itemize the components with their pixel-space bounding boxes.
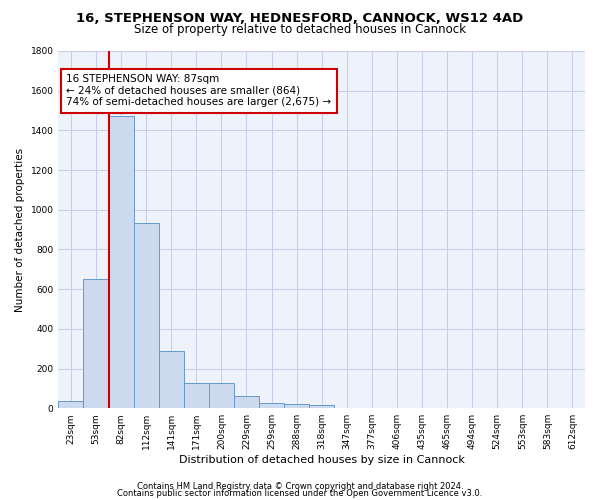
- Bar: [209, 384, 234, 408]
- Bar: [83, 279, 109, 408]
- X-axis label: Distribution of detached houses by size in Cannock: Distribution of detached houses by size …: [179, 455, 464, 465]
- Bar: [109, 116, 134, 408]
- Bar: [159, 350, 184, 408]
- Bar: [234, 396, 259, 408]
- Bar: [284, 404, 309, 408]
- Y-axis label: Number of detached properties: Number of detached properties: [15, 148, 25, 312]
- Text: 16 STEPHENSON WAY: 87sqm
← 24% of detached houses are smaller (864)
74% of semi-: 16 STEPHENSON WAY: 87sqm ← 24% of detach…: [67, 74, 331, 108]
- Bar: [309, 405, 334, 408]
- Bar: [134, 222, 159, 408]
- Bar: [259, 403, 284, 408]
- Text: Contains HM Land Registry data © Crown copyright and database right 2024.: Contains HM Land Registry data © Crown c…: [137, 482, 463, 491]
- Bar: [184, 384, 209, 408]
- Text: Contains public sector information licensed under the Open Government Licence v3: Contains public sector information licen…: [118, 489, 482, 498]
- Bar: [58, 402, 83, 408]
- Text: Size of property relative to detached houses in Cannock: Size of property relative to detached ho…: [134, 22, 466, 36]
- Text: 16, STEPHENSON WAY, HEDNESFORD, CANNOCK, WS12 4AD: 16, STEPHENSON WAY, HEDNESFORD, CANNOCK,…: [76, 12, 524, 26]
